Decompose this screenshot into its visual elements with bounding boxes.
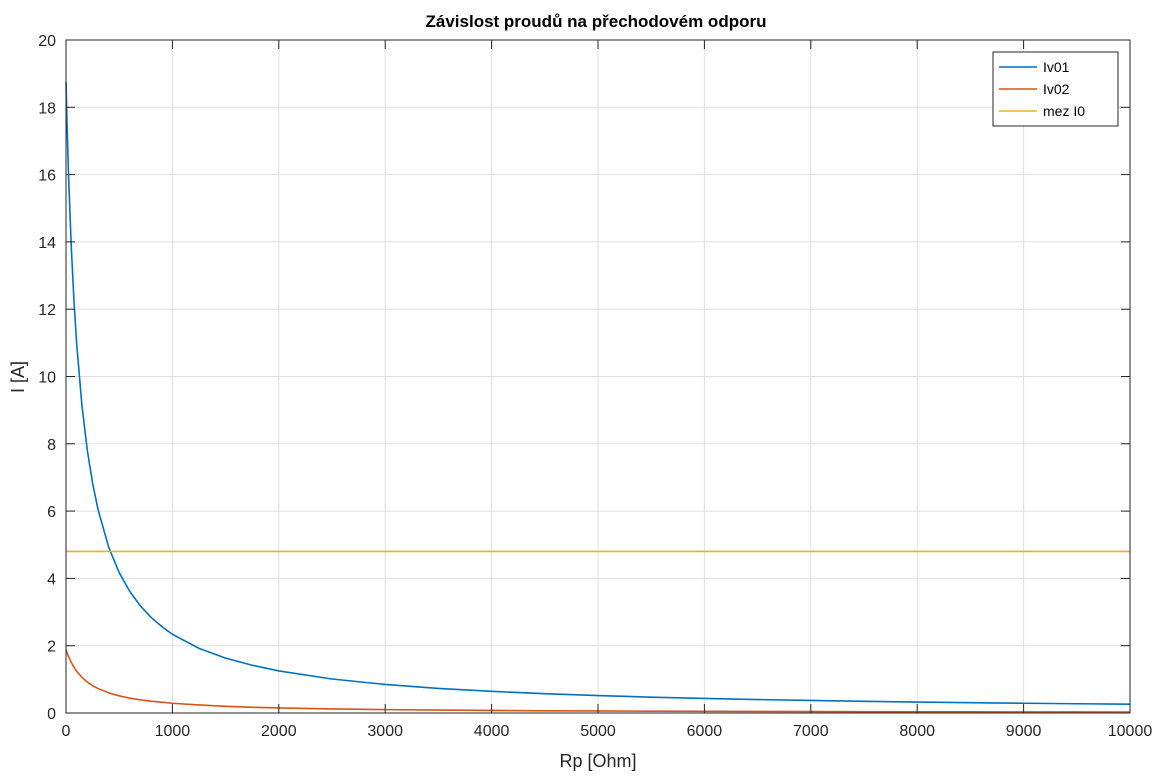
- y-tick-label: 8: [47, 437, 56, 454]
- legend-label: Iv01: [1043, 59, 1070, 75]
- x-tick-label: 4000: [474, 723, 510, 740]
- x-tick-label: 0: [62, 723, 71, 740]
- legend-label: mez I0: [1043, 103, 1085, 119]
- x-axis-label: Rp [Ohm]: [559, 751, 636, 771]
- x-tick-label: 9000: [1006, 723, 1042, 740]
- y-tick-label: 0: [47, 706, 56, 723]
- y-tick-label: 16: [38, 168, 56, 185]
- y-tick-label: 20: [38, 33, 56, 50]
- chart-title: Závislost proudů na přechodovém odporu: [426, 12, 767, 31]
- x-tick-label: 10000: [1108, 723, 1153, 740]
- x-tick-label: 2000: [261, 723, 297, 740]
- y-tick-label: 18: [38, 100, 56, 117]
- x-tick-label: 1000: [155, 723, 191, 740]
- axes: 0 1000 2000 3000 4000 5000 6000 7000 8000 9000 100…: [38, 33, 1152, 740]
- x-tick-label: 5000: [580, 723, 616, 740]
- x-tick-label: 6000: [687, 723, 723, 740]
- series-line-iv01: [65, 82, 1131, 705]
- legend-label: Iv02: [1043, 81, 1070, 97]
- y-tick-label: 4: [47, 571, 56, 588]
- y-tick-label: 14: [38, 235, 56, 252]
- x-tick-label: 7000: [793, 723, 829, 740]
- x-tick-label: 8000: [899, 723, 935, 740]
- x-tick-label: 3000: [367, 723, 403, 740]
- legend: Iv01 Iv02 mez I0: [992, 51, 1119, 127]
- y-tick-label: 10: [38, 370, 56, 387]
- y-tick-label: 2: [47, 639, 56, 656]
- y-tick-label: 12: [38, 302, 56, 319]
- y-axis-label: I [A]: [8, 361, 28, 393]
- y-tick-label: 6: [47, 504, 56, 521]
